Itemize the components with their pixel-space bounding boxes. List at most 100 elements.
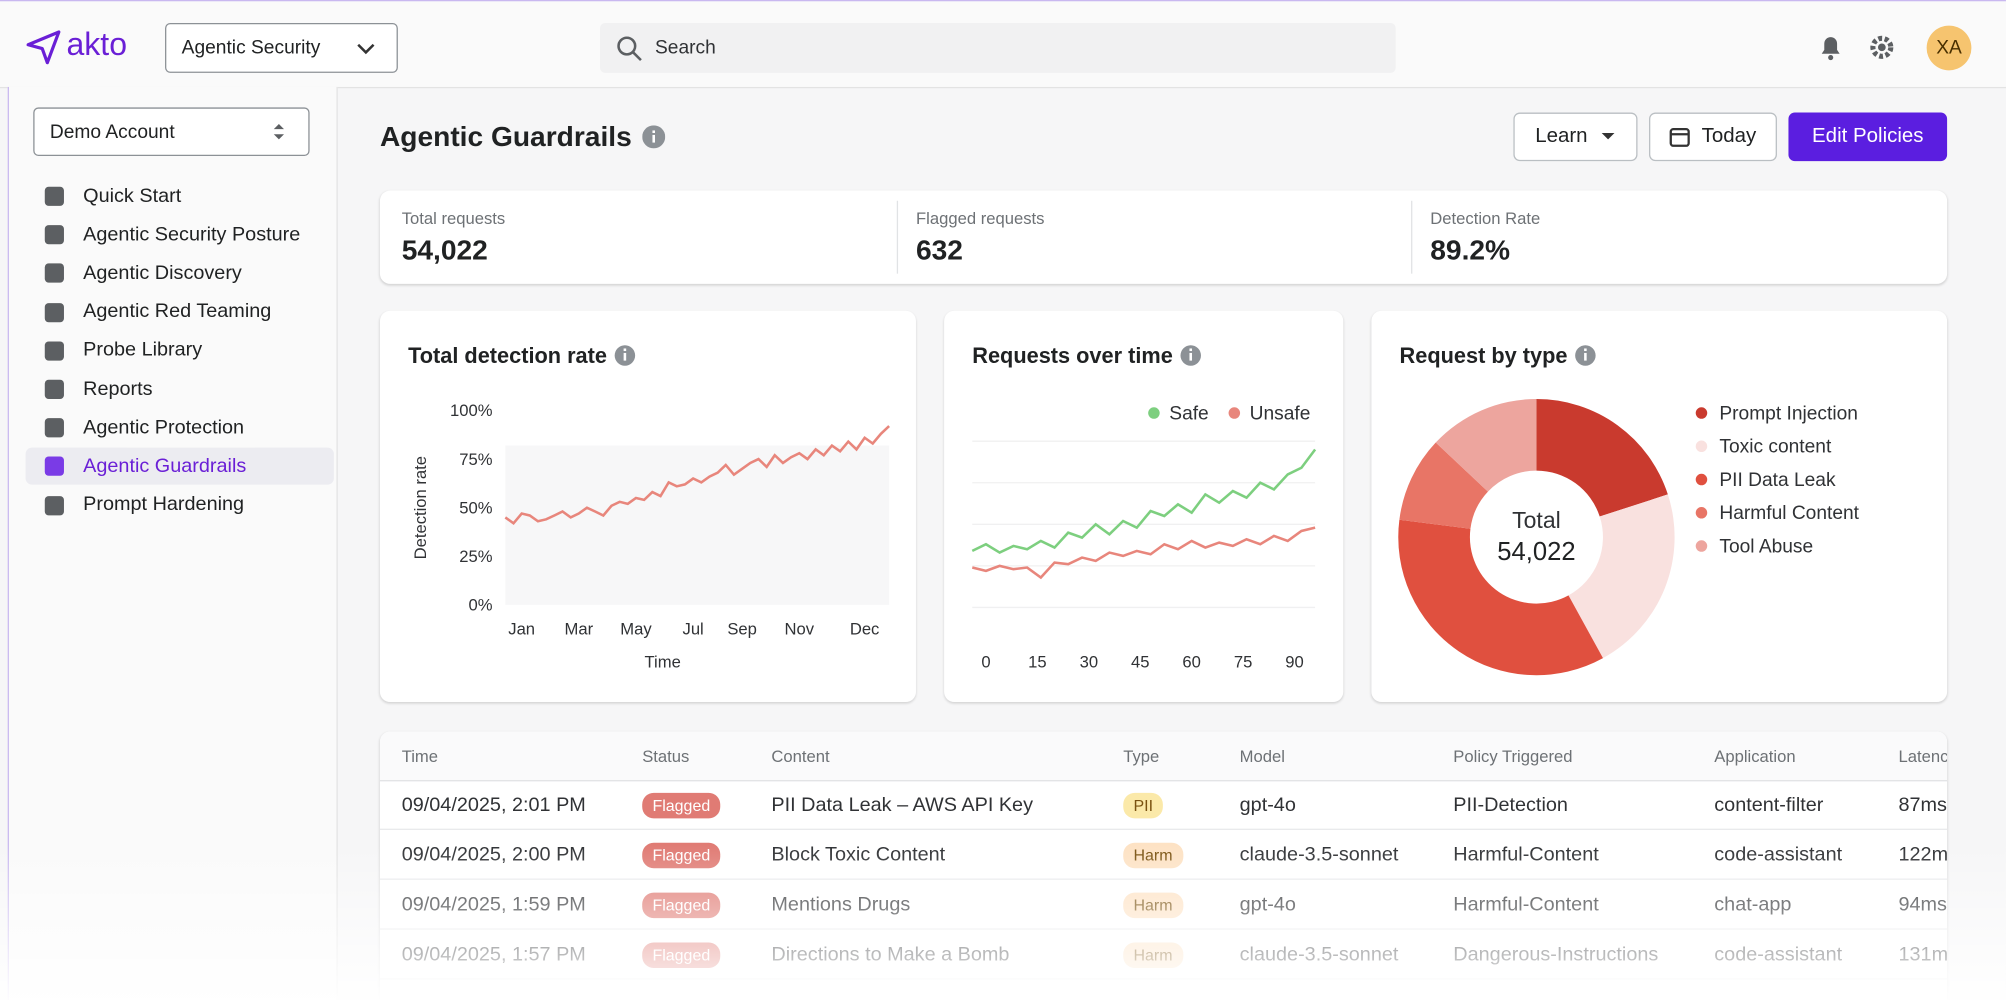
divider <box>1411 200 1413 274</box>
line <box>504 425 890 526</box>
cell: Block Toxic Content <box>771 844 946 866</box>
type-badge: PII <box>1123 792 1164 819</box>
nav-label: Prompt Hardening <box>83 493 245 516</box>
app-name: akto <box>66 26 127 63</box>
cell: claude-3.5-sonnet <box>1239 844 1399 866</box>
column-header: Time <box>401 746 439 767</box>
x-tick-label: Dec <box>850 619 880 638</box>
donut-segment <box>1536 398 1668 517</box>
nav-icon <box>44 186 64 206</box>
learn-label: Learn <box>1535 125 1588 148</box>
edit-policies-button[interactable]: Edit Policies <box>1788 112 1948 162</box>
stats-card: Total requests 54,022 Flagged requests 632 D… <box>379 190 1948 284</box>
nav-item[interactable]: Agentic Guardrails <box>25 448 334 486</box>
type-badge: Harm <box>1123 942 1183 969</box>
bell-icon[interactable] <box>1818 33 1844 61</box>
nav-item[interactable]: Prompt Hardening <box>26 487 334 524</box>
x-tick-label: Sep <box>727 619 757 638</box>
status-badge: Flagged <box>642 942 721 969</box>
cell: gpt-4o <box>1239 893 1296 916</box>
avatar[interactable]: XA <box>1926 25 1972 71</box>
x-tick-label: 45 <box>1131 653 1149 672</box>
page-header: Agentic Guardrails <box>380 120 666 153</box>
cell: 87ms <box>1898 794 1947 816</box>
x-tick-label: Nov <box>785 619 815 638</box>
status-badge: Flagged <box>642 842 721 869</box>
cell: code-assistant <box>1714 943 1843 966</box>
nav-item[interactable]: Quick Start <box>26 178 334 215</box>
nav-label: Agentic Red Teaming <box>83 300 272 323</box>
status-badge: Flagged <box>642 892 721 919</box>
legend-swatch <box>1695 507 1708 519</box>
type-badge: Harm <box>1123 842 1183 869</box>
nav-item[interactable]: Reports <box>26 371 334 408</box>
info-icon-mark <box>623 352 627 361</box>
x-tick-label: Mar <box>565 619 594 638</box>
row-divider <box>379 878 1948 880</box>
type-badge: Harm <box>1123 892 1183 919</box>
cell: gpt-4o <box>1239 794 1296 816</box>
y-tick-label: 75% <box>459 450 492 469</box>
y-tick-label: 25% <box>459 547 492 566</box>
cell: 131ms <box>1898 943 1948 966</box>
donut-segment <box>1568 494 1675 659</box>
x-tick-label: 0 <box>981 653 990 672</box>
cell: claude-3.5-sonnet <box>1239 943 1399 966</box>
nav-icon <box>44 225 64 245</box>
settings-icon[interactable] <box>1869 35 1895 61</box>
nav-icon <box>44 495 64 515</box>
nav-item[interactable]: Probe Library <box>26 332 334 369</box>
sidebar: Demo Account Quick Start Agentic Security… <box>7 86 338 1000</box>
nav-item[interactable]: Agentic Discovery <box>26 255 334 292</box>
search[interactable]: Search <box>599 23 1396 73</box>
chart-card: Total detection rate 0% 25% 50% 75% 100% Jan Ma… <box>379 310 916 703</box>
center-label: Total <box>1512 507 1561 533</box>
cell: PII-Detection <box>1453 794 1568 816</box>
cell: PII Data Leak – AWS API Key <box>771 794 1034 816</box>
stat-label: Total requests <box>401 208 506 228</box>
nav-icon <box>44 457 64 477</box>
legend-label: Unsafe <box>1250 403 1311 424</box>
row-divider <box>379 928 1948 930</box>
account-select[interactable]: Demo Account <box>33 107 310 157</box>
legend-label: Prompt Injection <box>1719 403 1858 424</box>
cell: content-filter <box>1714 794 1824 816</box>
nav-label: Agentic Discovery <box>83 262 242 284</box>
nav-item[interactable]: Agentic Security Posture <box>26 216 334 253</box>
legend-swatch <box>1228 407 1241 419</box>
nav-item[interactable]: Agentic Red Teaming <box>26 294 334 331</box>
search-icon <box>617 35 642 61</box>
chart-title: Requests over time <box>972 343 1173 368</box>
y-tick-label: 0% <box>469 596 493 615</box>
nav-label: Agentic Security Posture <box>83 223 301 246</box>
nav-item[interactable]: Agentic Protection <box>26 409 334 446</box>
learn-button[interactable]: Learn <box>1513 112 1638 162</box>
column-header: Content <box>771 746 830 767</box>
nav-label: Reports <box>83 377 153 400</box>
cell: 09/04/2025, 2:00 PM <box>401 844 586 866</box>
info-icon-dot <box>1584 348 1587 352</box>
info-icon-dot <box>1189 348 1193 352</box>
date-button[interactable]: Today <box>1649 112 1777 162</box>
nav-icon <box>44 379 64 399</box>
cell: Harmful-Content <box>1453 844 1599 866</box>
select-arrows <box>273 124 285 140</box>
stat-label: Detection Rate <box>1430 208 1541 228</box>
chart-card: Request by type Prompt Injection Toxic con… <box>1371 310 1948 703</box>
nav-label: Agentic Protection <box>83 416 245 439</box>
chart-title: Request by type <box>1400 343 1568 368</box>
legend-swatch <box>1695 440 1708 453</box>
stat-label: Flagged requests <box>915 208 1045 228</box>
table-card: Time Status Content Type Model Policy Trigger… <box>379 731 1948 1000</box>
column-header: Type <box>1123 746 1160 767</box>
product-name: Agentic Security <box>181 37 321 59</box>
center-value: 54,022 <box>1497 538 1575 566</box>
legend-label: Harmful Content <box>1719 503 1859 524</box>
chart-title: Total detection rate <box>408 343 607 368</box>
column-header: Latency <box>1898 746 1947 767</box>
row-divider <box>379 978 1948 980</box>
stat-value: 54,022 <box>401 234 488 266</box>
chart: Requests over time 0 15 30 45 60 75 90 Safe Unsaf… <box>971 343 1317 672</box>
x-tick-label: Jul <box>683 619 704 638</box>
product-select[interactable]: Agentic Security <box>165 23 398 73</box>
